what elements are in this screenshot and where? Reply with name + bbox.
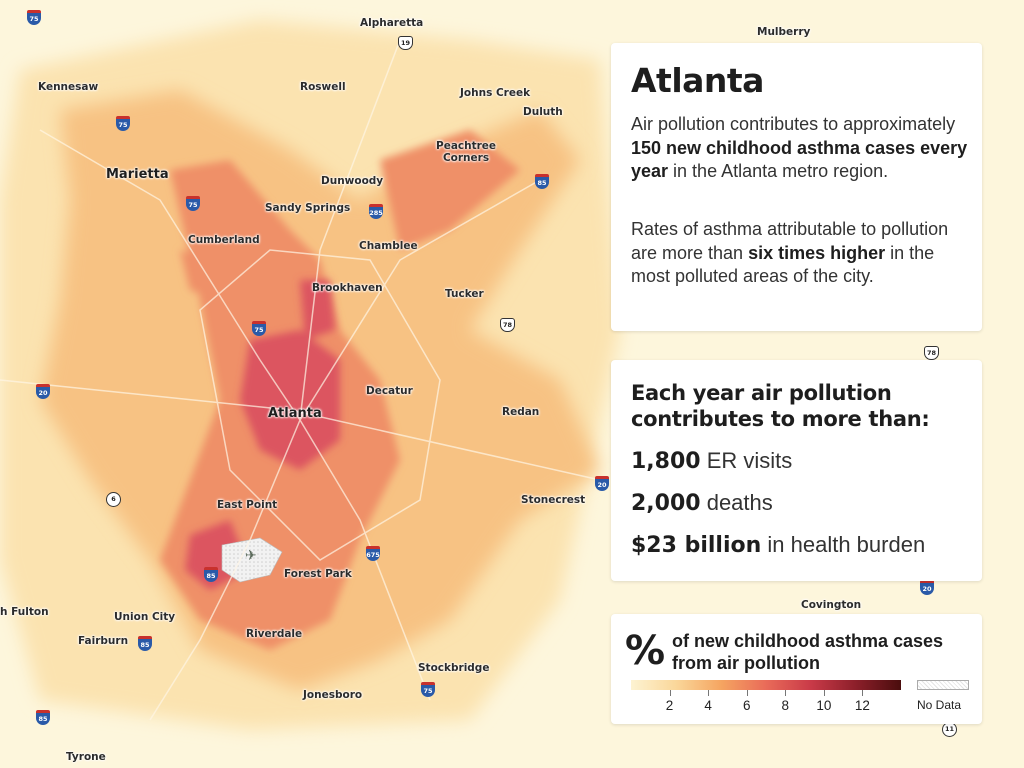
legend-tick bbox=[746, 690, 748, 696]
place-label-marietta: Marietta bbox=[106, 167, 169, 182]
us-78-shield-icon: 78 bbox=[500, 318, 515, 332]
legend-tick-label: 12 bbox=[854, 698, 870, 713]
place-label-tucker: Tucker bbox=[445, 288, 484, 300]
place-label-alpharetta: Alpharetta bbox=[360, 17, 424, 29]
top-rate-zone bbox=[185, 280, 340, 590]
stat-er-visits: 1,800 ER visits bbox=[631, 448, 793, 474]
place-label-mulberry: Mulberry bbox=[757, 26, 811, 38]
place-label-redan: Redan bbox=[502, 406, 540, 418]
nodata-label: No Data bbox=[917, 698, 962, 712]
place-label-riverdale: Riverdale bbox=[246, 628, 303, 640]
place-label-forest-park: Forest Park bbox=[284, 568, 352, 580]
interstate-75-shield-icon: 75 bbox=[252, 321, 266, 336]
legend-tick-label: 2 bbox=[665, 698, 674, 713]
interstate-85-shield-icon: 85 bbox=[535, 174, 549, 189]
intro-paragraph-1: Air pollution contributes to approximate… bbox=[631, 114, 968, 181]
place-label-brookhaven: Brookhaven bbox=[312, 282, 383, 294]
us-78-shield-icon: 78 bbox=[924, 346, 939, 360]
airport-nodata-area bbox=[221, 537, 283, 583]
nodata-swatch bbox=[917, 680, 969, 690]
place-label-peachtree-corners: Peachtree Corners bbox=[436, 140, 497, 164]
place-label-johns-creek: Johns Creek bbox=[460, 87, 531, 99]
interstate-20-shield-icon: 20 bbox=[36, 384, 50, 399]
place-label-duluth: Duluth bbox=[523, 106, 563, 118]
interstate-20-shield-icon: 20 bbox=[920, 580, 934, 595]
interstate-20-shield-icon: 20 bbox=[595, 476, 609, 491]
legend-tick-label: 6 bbox=[742, 698, 751, 713]
interstate-85-shield-icon: 85 bbox=[36, 710, 50, 725]
interstate-75-shield-icon: 75 bbox=[27, 10, 41, 25]
stat-health-burden: $23 billion in health burden bbox=[631, 532, 926, 558]
interstate-75-shield-icon: 75 bbox=[421, 682, 435, 697]
stats-card: Each year air pollution contributes to m… bbox=[611, 360, 982, 581]
legend-tick-label: 4 bbox=[704, 698, 712, 713]
place-label-stonecrest: Stonecrest bbox=[521, 494, 586, 506]
page-title: Atlanta bbox=[631, 61, 764, 100]
place-label-kennesaw: Kennesaw bbox=[38, 81, 99, 93]
interstate-675-shield-icon: 675 bbox=[366, 546, 380, 561]
intro-card: Atlanta Air pollution contributes to app… bbox=[611, 43, 982, 331]
legend-tick bbox=[669, 690, 671, 696]
stats-heading: Each year air pollution contributes to m… bbox=[631, 381, 930, 431]
legend-ticks bbox=[631, 690, 901, 698]
interstate-85-shield-icon: 85 bbox=[204, 567, 218, 582]
us-19-shield-icon: 19 bbox=[398, 36, 413, 50]
place-label-cumberland: Cumberland bbox=[188, 234, 260, 246]
legend-title: of new childhood asthma cases from air p… bbox=[672, 631, 944, 673]
stat-deaths: 2,000 deaths bbox=[631, 490, 773, 516]
interstate-75-shield-icon: 75 bbox=[116, 116, 130, 131]
place-label-decatur: Decatur bbox=[366, 385, 413, 397]
legend-card: % of new childhood asthma cases from air… bbox=[611, 614, 982, 724]
percent-symbol: % bbox=[625, 628, 666, 674]
place-label-h-fulton: h Fulton bbox=[0, 606, 49, 618]
interstate-285-shield-icon: 285 bbox=[369, 204, 383, 219]
state-11-shield-icon: 11 bbox=[942, 722, 957, 737]
legend-tick bbox=[823, 690, 825, 696]
legend-tick bbox=[708, 690, 710, 696]
place-label-union-city: Union City bbox=[114, 611, 176, 623]
interstate-85-shield-icon: 85 bbox=[138, 636, 152, 651]
legend-tick bbox=[785, 690, 787, 696]
legend-tick-label: 8 bbox=[781, 698, 790, 713]
legend-tick-label: 10 bbox=[816, 698, 832, 713]
place-label-jonesboro: Jonesboro bbox=[303, 689, 363, 701]
place-label-chamblee: Chamblee bbox=[359, 240, 418, 252]
place-label-stockbridge: Stockbridge bbox=[418, 662, 490, 674]
intro-paragraph-2: Rates of asthma attributable to pollutio… bbox=[631, 219, 949, 286]
road-lines bbox=[0, 39, 601, 721]
state-6-shield-icon: 6 bbox=[106, 492, 121, 507]
place-label-dunwoody: Dunwoody bbox=[321, 175, 384, 187]
legend-color-ramp bbox=[631, 680, 901, 690]
interstate-75-shield-icon: 75 bbox=[186, 196, 200, 211]
place-label-roswell: Roswell bbox=[300, 81, 346, 93]
place-label-tyrone: Tyrone bbox=[66, 751, 106, 763]
airport-icon: ✈ bbox=[245, 548, 257, 564]
legend-tick bbox=[862, 690, 864, 696]
place-label-covington: Covington bbox=[801, 599, 862, 611]
place-label-east-point: East Point bbox=[217, 499, 278, 511]
place-label-atlanta: Atlanta bbox=[268, 406, 322, 421]
place-label-fairburn: Fairburn bbox=[78, 635, 129, 647]
place-label-sandy-springs: Sandy Springs bbox=[265, 202, 351, 214]
